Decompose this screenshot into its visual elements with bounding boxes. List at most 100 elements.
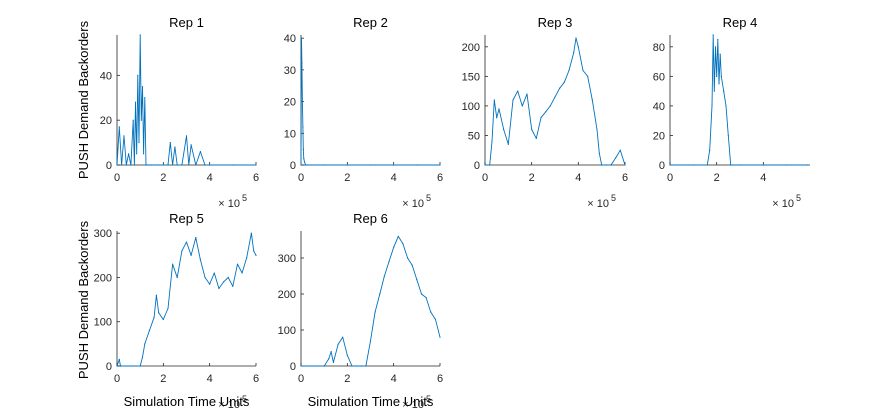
y-tick-label: 100 [278, 325, 296, 337]
y-tick-label: 0 [106, 361, 112, 373]
x-exponent-power: 5 [242, 394, 247, 404]
data-point [342, 336, 344, 338]
data-point [144, 97, 146, 99]
data-point [172, 263, 174, 265]
x-tick-label: 4 [207, 172, 213, 184]
data-point [610, 164, 612, 166]
y-tick-label: 40 [100, 70, 112, 82]
data-point [167, 164, 169, 166]
data-point [712, 34, 714, 36]
data-point [383, 275, 385, 277]
data-point [356, 365, 358, 367]
axis-lines [484, 35, 625, 166]
data-point [503, 128, 505, 131]
data-point [119, 365, 122, 367]
data-point [669, 164, 671, 166]
data-point [507, 143, 509, 145]
data-point [300, 164, 302, 166]
data-point [136, 153, 138, 155]
x-tick-label: 4 [575, 172, 581, 184]
data-point [720, 75, 722, 77]
data-point [323, 365, 325, 367]
data-point [587, 75, 589, 77]
data-point [218, 287, 220, 290]
axis-lines [300, 35, 440, 166]
data-point [144, 343, 146, 345]
data-point [255, 254, 257, 256]
x-tick-label: 2 [714, 172, 720, 184]
y-axis-label-row1: PUSH Demand Backorders [76, 20, 91, 179]
data-point [727, 134, 729, 137]
data-point [227, 276, 229, 279]
x-exponent-label: × 10 [402, 198, 424, 210]
x-exponent-label: × 10 [402, 399, 424, 411]
data-point [397, 235, 399, 237]
data-point [406, 257, 409, 259]
data-point [568, 69, 570, 72]
subplot-3: Rep 3 0 2 4 6 0 50 100 150 200 × 10 5 [462, 15, 628, 210]
data-point [624, 164, 626, 166]
x-tick-label: 6 [437, 172, 443, 184]
data-point [305, 164, 307, 166]
data-point [512, 99, 514, 101]
y-tick-label: 0 [106, 160, 112, 172]
data-point [526, 93, 528, 95]
data-point [360, 365, 362, 367]
data-point [130, 164, 132, 166]
data-point [517, 90, 519, 92]
series-line-1 [116, 34, 256, 166]
data-point [535, 137, 537, 140]
data-point [713, 90, 715, 92]
data-point [430, 311, 432, 313]
data-point [167, 307, 169, 310]
x-tick-label: 2 [344, 172, 350, 184]
data-point [146, 164, 148, 166]
x-tick-label: 4 [760, 172, 766, 184]
x-exponent-label: × 10 [772, 198, 794, 210]
x-axis-label: Simulation Time Units [308, 394, 434, 409]
data-point [439, 336, 441, 338]
data-point [301, 62, 303, 65]
data-point [531, 128, 533, 131]
y-tick-label: 80 [653, 42, 665, 54]
y-tick-label: 10 [284, 128, 296, 140]
data-point [692, 164, 694, 166]
data-point [195, 164, 197, 166]
y-axis-label-row2: PUSH Demand Backorders [76, 220, 91, 379]
data-point [591, 99, 593, 101]
data-point [323, 164, 325, 166]
data-point [425, 297, 427, 299]
y-tick-label: 300 [94, 228, 112, 240]
data-point [521, 105, 523, 107]
subplot-title: Rep 3 [538, 15, 573, 30]
y-tick-label: 0 [290, 160, 296, 172]
data-point [123, 135, 125, 137]
data-point [116, 164, 118, 166]
data-point [190, 144, 192, 146]
data-point [709, 149, 711, 151]
data-point [549, 105, 551, 107]
data-point [369, 164, 372, 166]
data-point [563, 81, 565, 83]
data-point [719, 53, 721, 55]
data-point [141, 356, 144, 358]
data-point [195, 237, 197, 239]
x-tick-label: 6 [622, 172, 628, 184]
data-point [148, 329, 151, 332]
subplot-1: Rep 1 0 2 4 6 0 20 40 × 10 5 [100, 15, 259, 210]
data-point [138, 141, 140, 144]
data-point [330, 351, 332, 353]
data-point [545, 111, 547, 113]
data-point [190, 254, 192, 256]
data-point [732, 164, 734, 166]
data-point [143, 153, 145, 155]
y-tick-label: 20 [653, 130, 665, 142]
y-tick-label: 20 [100, 115, 112, 127]
data-point [246, 256, 248, 259]
y-tick-label: 100 [94, 317, 112, 329]
y-tick-label: 200 [94, 272, 112, 284]
x-axis-label: Simulation Time Units [124, 394, 250, 409]
